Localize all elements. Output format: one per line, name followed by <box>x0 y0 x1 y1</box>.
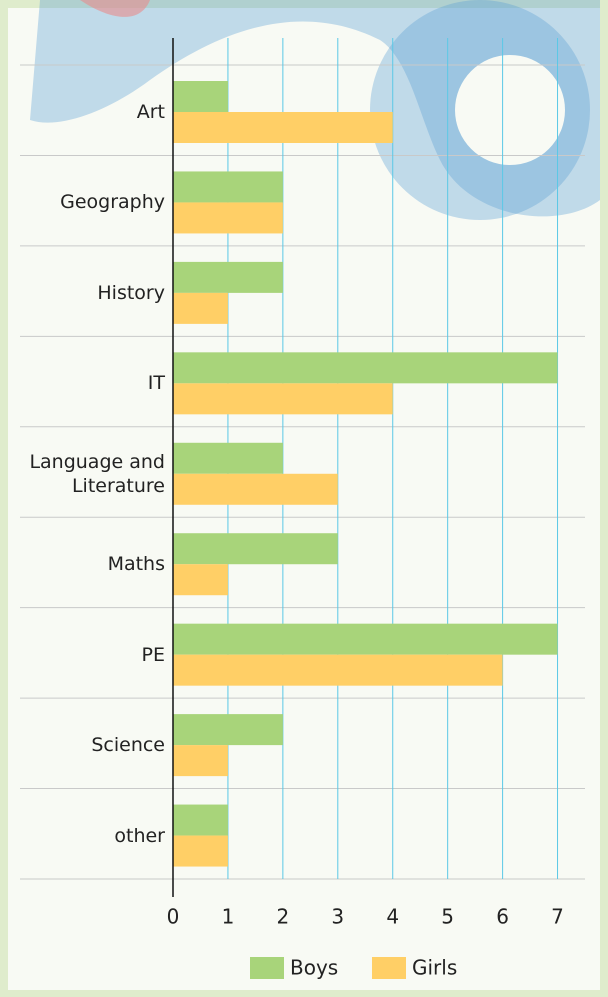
bar <box>173 352 558 383</box>
y-tick-label: Geography <box>15 190 165 214</box>
legend-swatch <box>372 957 406 979</box>
legend-label: Girls <box>412 956 457 980</box>
x-tick-label: 7 <box>551 905 564 929</box>
y-tick-label: IT <box>15 371 165 395</box>
legend-swatch <box>250 957 284 979</box>
bar <box>173 805 228 836</box>
legend-label: Boys <box>290 956 338 980</box>
decoration <box>455 55 565 165</box>
bar <box>173 171 283 202</box>
x-tick-label: 5 <box>441 905 454 929</box>
y-tick-label: History <box>15 281 165 305</box>
bar <box>173 81 228 112</box>
bar <box>173 533 338 564</box>
bar <box>173 383 393 414</box>
x-tick-label: 4 <box>386 905 399 929</box>
page: 0 1 2 3 4 5 6 7 Boys Girls Art Geography History IT L… <box>0 0 608 997</box>
y-tick-label: PE <box>15 643 165 667</box>
x-tick-label: 3 <box>331 905 344 929</box>
bar <box>173 745 228 776</box>
bar <box>173 836 228 867</box>
bar <box>173 655 503 686</box>
bar <box>173 714 283 745</box>
bar <box>173 443 283 474</box>
x-tick-label: 0 <box>167 905 180 929</box>
y-tick-label: Maths <box>15 552 165 576</box>
x-tick-label: 2 <box>276 905 289 929</box>
bar <box>173 624 558 655</box>
y-tick-label: Science <box>15 733 165 757</box>
x-tick-label: 1 <box>222 905 235 929</box>
y-tick-label: Language and Literature <box>15 450 165 498</box>
bar <box>173 293 228 324</box>
y-tick-label: other <box>15 824 165 848</box>
x-tick-label: 6 <box>496 905 509 929</box>
bar <box>173 262 283 293</box>
bar <box>173 564 228 595</box>
y-tick-label: Art <box>15 100 165 124</box>
bar <box>173 202 283 233</box>
bar <box>173 474 338 505</box>
bar <box>173 112 393 143</box>
